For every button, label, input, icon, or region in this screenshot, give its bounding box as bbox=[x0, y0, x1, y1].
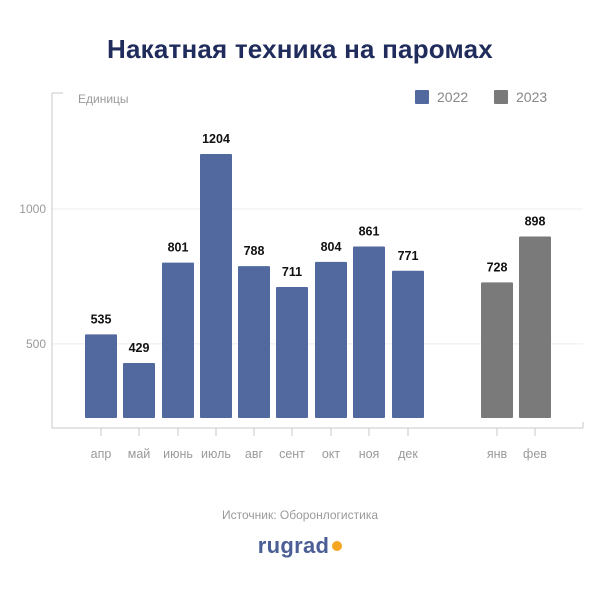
y-tick-label: 500 bbox=[26, 337, 46, 351]
data-label: 898 bbox=[525, 215, 546, 229]
source-note: Источник: Оборонлогистика bbox=[221, 508, 379, 522]
data-label: 728 bbox=[487, 260, 508, 274]
data-label: 771 bbox=[398, 249, 419, 263]
data-label: 535 bbox=[91, 312, 112, 326]
bar-2022-дек bbox=[392, 270, 424, 418]
data-label: 711 bbox=[282, 265, 302, 279]
x-tick-label: июль bbox=[201, 447, 231, 461]
x-tick-label: ноя bbox=[359, 447, 380, 461]
bar-2022-июль bbox=[200, 154, 232, 418]
legend-swatch-2022 bbox=[415, 90, 429, 104]
x-tick-label: фев bbox=[523, 447, 547, 461]
bar-2022-окт bbox=[315, 261, 347, 418]
x-tick-label: сент bbox=[279, 447, 305, 461]
brand-name: rugrad bbox=[257, 533, 330, 558]
data-label: 801 bbox=[168, 241, 189, 255]
data-label: 861 bbox=[359, 224, 380, 238]
brand-logo: rugrad bbox=[0, 533, 600, 559]
data-label: 429 bbox=[129, 341, 150, 355]
bar-2022-апр bbox=[85, 334, 117, 418]
bar-2022-ноя bbox=[353, 246, 385, 418]
y-axis-label: Единицы bbox=[78, 92, 129, 106]
x-tick-label: май bbox=[128, 447, 151, 461]
bar-2022-авг bbox=[238, 266, 270, 418]
data-label: 1204 bbox=[202, 132, 230, 146]
data-label: 788 bbox=[244, 244, 265, 258]
bar-2023-янв bbox=[481, 282, 513, 418]
legend-label-2022: 2022 bbox=[437, 89, 468, 105]
data-label: 804 bbox=[321, 240, 342, 254]
bar-2022-май bbox=[123, 362, 155, 418]
x-tick-label: авг bbox=[245, 447, 264, 461]
x-tick-label: окт bbox=[322, 447, 341, 461]
y-tick-label: 1000 bbox=[19, 202, 46, 216]
x-tick-label: июнь bbox=[163, 447, 193, 461]
bar-2022-сент bbox=[276, 286, 308, 418]
chart-title: Накатная техника на паромах bbox=[107, 34, 493, 64]
bar-2023-фев bbox=[519, 236, 551, 418]
legend-label-2023: 2023 bbox=[516, 89, 547, 105]
bar-2022-июнь bbox=[162, 262, 194, 418]
legend-swatch-2023 bbox=[494, 90, 508, 104]
x-tick-label: дек bbox=[398, 447, 418, 461]
brand-dot-icon bbox=[332, 541, 343, 551]
x-tick-label: апр bbox=[91, 447, 112, 461]
x-tick-label: янв bbox=[487, 447, 508, 461]
